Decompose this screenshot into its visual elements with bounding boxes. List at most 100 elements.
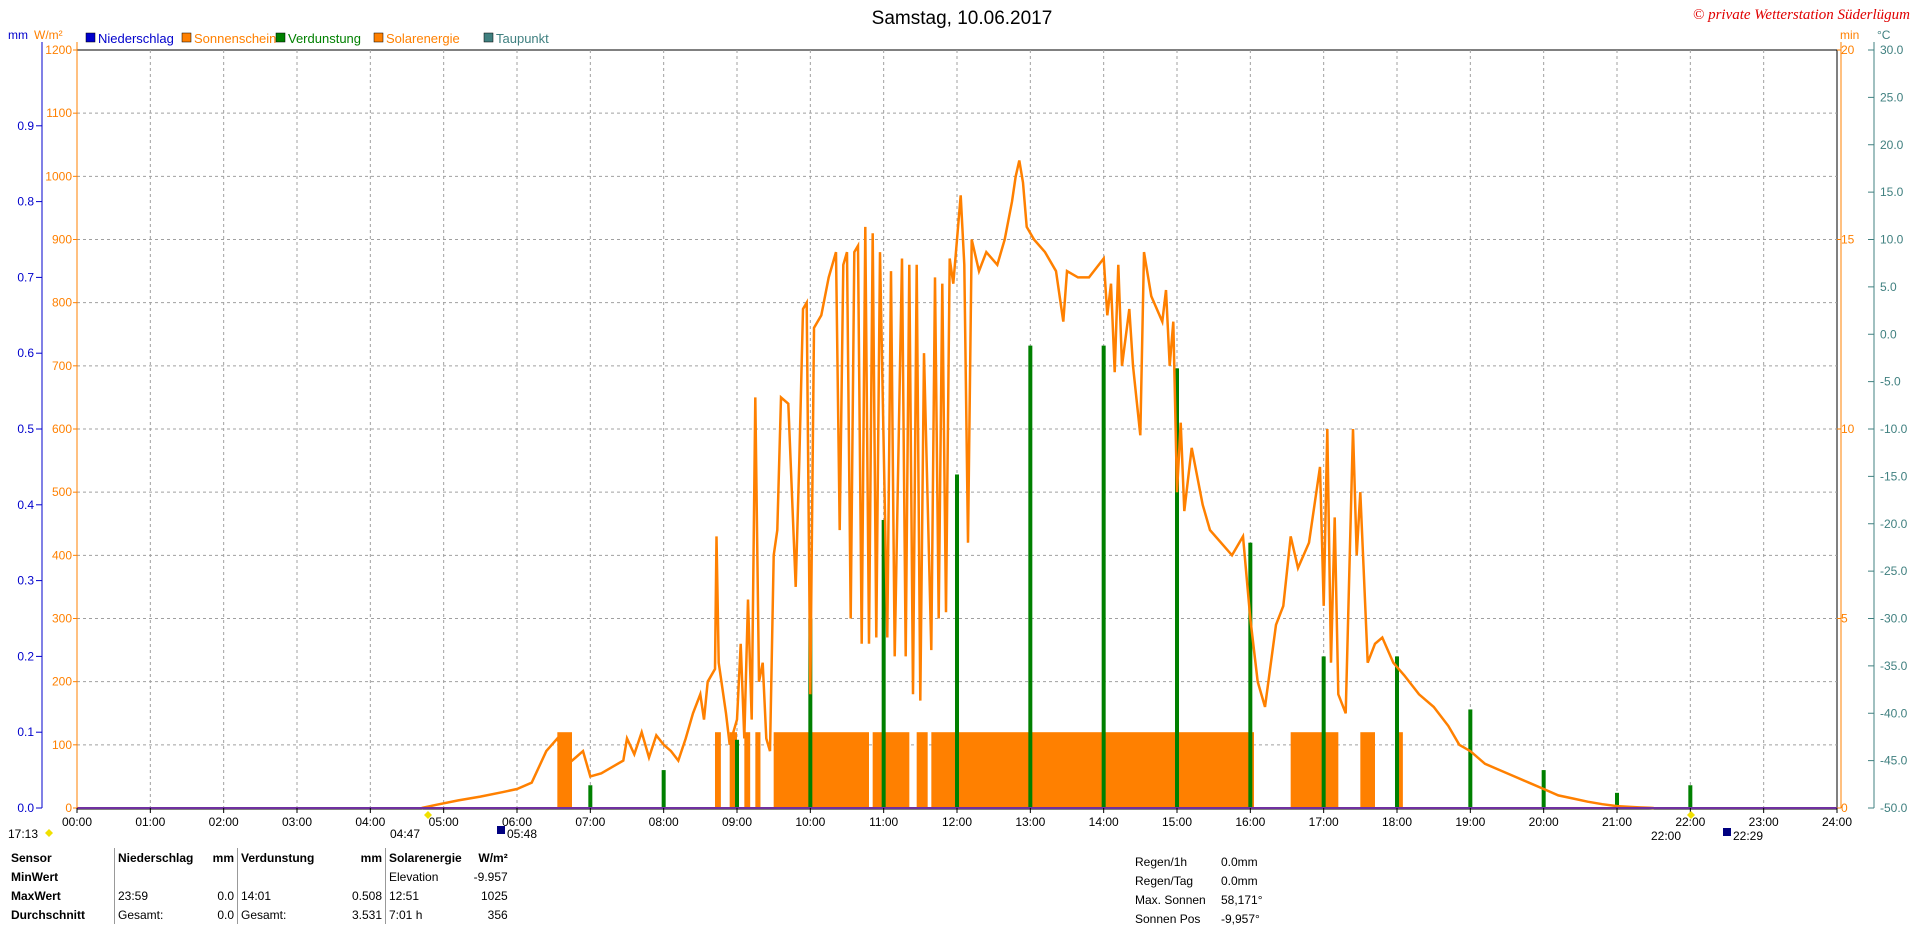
wm2-tick-label: 100 <box>52 738 72 752</box>
celsius-tick-label: -5.0 <box>1880 375 1901 389</box>
min-axis-unit: min <box>1840 28 1859 42</box>
sunshine-bar <box>916 732 928 808</box>
sunshine-bar <box>744 732 751 808</box>
watermark-text: © private Wetterstation Süderlügum <box>1693 7 1910 23</box>
stats-cell: Gesamt: <box>237 905 339 924</box>
wm2-tick-label: 300 <box>52 612 72 626</box>
x-tick-label: 05:00 <box>429 815 459 829</box>
side-value: 0.0mm <box>1221 854 1258 869</box>
wm2-tick-label: 200 <box>52 675 72 689</box>
mm-tick-label: 0.4 <box>17 498 34 512</box>
stats-cell: 0.0 <box>217 888 234 903</box>
mm-tick-label: 0.1 <box>17 725 34 739</box>
evaporation-spike <box>1028 345 1033 808</box>
x-tick-label: 13:00 <box>1015 815 1045 829</box>
stats-row: MinWert Elevation -9.957 <box>8 867 511 886</box>
x-tick-label: 16:00 <box>1235 815 1265 829</box>
evaporation-spike <box>1615 792 1619 808</box>
stats-cell: 14:01 <box>237 886 339 905</box>
x-tick-label: 10:00 <box>795 815 825 829</box>
side-label: Regen/Tag <box>1135 873 1194 888</box>
stats-header: Verdunstung <box>237 848 339 867</box>
stats-cell: Elevation <box>384 867 465 886</box>
x-tick-label: 01:00 <box>135 815 165 829</box>
legend-swatch <box>373 32 384 43</box>
celsius-tick-label: 25.0 <box>1880 90 1904 104</box>
celsius-tick-label: 20.0 <box>1880 138 1904 152</box>
stats-cell <box>339 867 386 886</box>
sunshine-bar <box>872 732 910 808</box>
stats-cell: 3.531 <box>351 907 382 922</box>
stats-cell: 23:59 <box>114 886 201 905</box>
x-tick-label: 22:00 <box>1675 815 1705 829</box>
sun-marker-label: 17:13 <box>8 827 38 841</box>
evaporation-spike <box>1395 656 1399 808</box>
evaporation-spike <box>1175 368 1179 808</box>
evaporation-spike <box>1688 785 1693 808</box>
stats-table: Sensor Niederschlag mm Verdunstung mm So… <box>8 848 511 924</box>
x-tick-label: 17:00 <box>1309 815 1339 829</box>
twilight-icon <box>1723 828 1731 836</box>
stats-row: MaxWert 23:59 0.0 14:01 0.508 12:51 1025 <box>8 886 511 905</box>
min-tick-label: 0 <box>1841 801 1848 815</box>
evaporation-spike <box>1321 656 1326 808</box>
sunshine-bar <box>715 732 721 808</box>
x-tick-label: 08:00 <box>649 815 679 829</box>
legend-swatch <box>275 32 286 43</box>
x-tick-label: 19:00 <box>1455 815 1485 829</box>
evaporation-spike <box>1248 542 1253 808</box>
x-tick-label: 06:00 <box>502 815 532 829</box>
sunshine-series <box>557 732 1403 808</box>
mm-tick-label: 0.6 <box>17 346 34 360</box>
solar-energy-line <box>421 160 1654 810</box>
side-value: 58,171° <box>1221 892 1263 907</box>
chart-title: Samstag, 10.06.2017 <box>872 8 1053 29</box>
stats-cell: 0.508 <box>351 888 382 903</box>
stats-header: Sensor <box>11 850 52 865</box>
evaporation-spike <box>661 770 666 808</box>
wm2-tick-label: 800 <box>52 296 72 310</box>
sunshine-bar <box>755 732 761 808</box>
x-tick-label: 03:00 <box>282 815 312 829</box>
stats-cell: 356 <box>487 907 508 922</box>
x-tick-label: 04:00 <box>355 815 385 829</box>
sunshine-bar <box>1360 732 1375 808</box>
legend-swatch <box>483 32 494 43</box>
wm2-tick-label: 500 <box>52 485 72 499</box>
celsius-tick-label: -10.0 <box>1880 422 1908 436</box>
side-value: -9,957° <box>1221 911 1260 926</box>
legend-swatch <box>181 32 192 43</box>
min-tick-label: 15 <box>1841 233 1855 247</box>
celsius-tick-label: -15.0 <box>1880 469 1908 483</box>
evaporation-spike <box>881 519 886 808</box>
stats-header: Solarenergie <box>384 848 465 867</box>
legend-label: Solarenergie <box>386 31 460 46</box>
stats-label: Durchschnitt <box>11 907 86 922</box>
x-tick-label: 15:00 <box>1162 815 1192 829</box>
celsius-tick-label: 0.0 <box>1880 327 1897 341</box>
stats-header: Niederschlag <box>114 848 201 867</box>
sunshine-bar <box>773 732 869 808</box>
mm-tick-label: 0.9 <box>17 119 34 133</box>
x-tick-label: 12:00 <box>942 815 972 829</box>
x-tick-label: 14:00 <box>1089 815 1119 829</box>
celsius-tick-label: -40.0 <box>1880 706 1908 720</box>
stats-cell: 1025 <box>481 888 508 903</box>
side-label: Max. Sonnen <box>1135 892 1206 907</box>
legend-label: Verdunstung <box>288 31 361 46</box>
min-tick-label: 20 <box>1841 43 1855 57</box>
mm-tick-label: 0.3 <box>17 574 34 588</box>
side-row: Regen/1h 0.0mm <box>1132 852 1266 871</box>
min-tick-label: 10 <box>1841 422 1855 436</box>
wm2-tick-label: 700 <box>52 359 72 373</box>
grid-lines <box>77 50 1837 808</box>
side-value: 0.0mm <box>1221 873 1258 888</box>
x-tick-label: 00:00 <box>62 815 92 829</box>
x-tick-label: 24:00 <box>1822 815 1852 829</box>
mm-tick-label: 0.0 <box>17 801 34 815</box>
side-stats: Regen/1h 0.0mm Regen/Tag 0.0mm Max. Sonn… <box>1132 852 1266 928</box>
wm2-tick-label: 900 <box>52 233 72 247</box>
mm-tick-label: 0.5 <box>17 422 34 436</box>
stats-cell: 12:51 <box>384 886 465 905</box>
